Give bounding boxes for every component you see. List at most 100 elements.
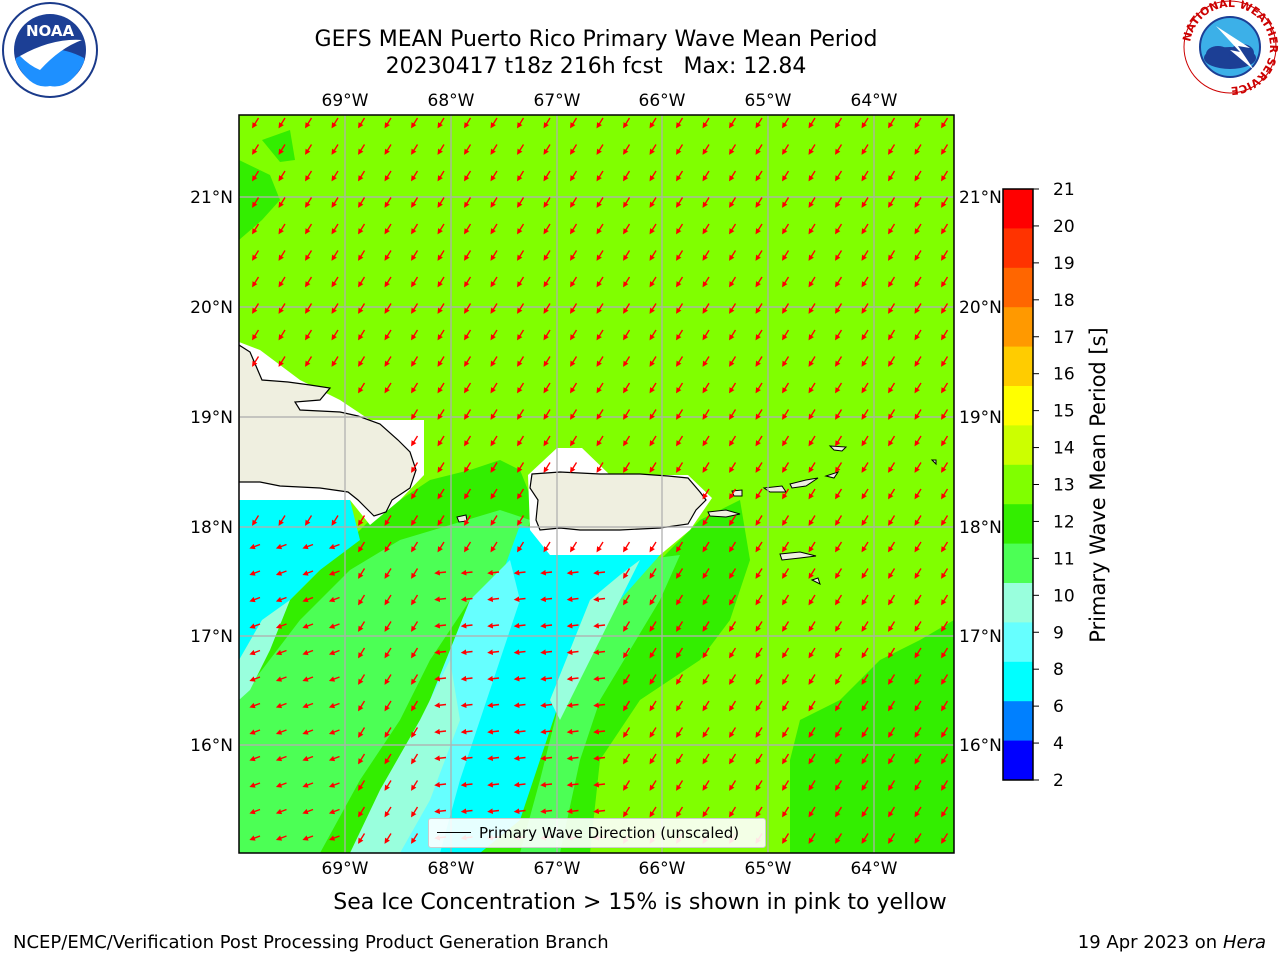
wave-arrow: [540, 622, 553, 629]
wave-arrow: [835, 276, 843, 288]
wave-arrow: [649, 674, 657, 685]
wave-arrow: [729, 117, 737, 129]
lon-label: 66°W: [639, 91, 686, 111]
wave-arrow: [888, 223, 896, 235]
wave-arrow: [835, 833, 843, 844]
wave-arrow: [649, 621, 657, 632]
wave-arrow: [888, 356, 896, 367]
wave-arrow: [358, 117, 366, 129]
wave-arrow: [702, 674, 710, 685]
wave-arrow: [888, 594, 896, 606]
wave-arrow: [411, 568, 419, 579]
wave-arrow: [782, 727, 790, 738]
wave-arrow: [460, 675, 473, 682]
wave-arrow: [861, 276, 869, 288]
small-islet-1: [810, 577, 821, 585]
wave-arrow: [702, 594, 710, 606]
wave-arrow: [249, 623, 261, 629]
wave-arrow: [755, 144, 763, 155]
chart-title: GEFS MEAN Puerto Rico Primary Wave Mean …: [0, 26, 1192, 80]
wave-arrow: [411, 727, 419, 738]
colorbar-tick-label: 15: [1053, 402, 1075, 422]
wave-arrow: [861, 806, 869, 818]
wave-arrow: [358, 276, 366, 288]
wave-arrow: [570, 382, 578, 394]
wave-arrow: [729, 329, 737, 341]
wave-arrow: [358, 621, 366, 632]
wave-arrow: [252, 329, 260, 341]
wave-arrow: [808, 515, 816, 526]
wave-arrow: [623, 435, 631, 447]
wave-arrow: [755, 780, 763, 791]
wave-arrow: [411, 223, 419, 235]
wave-arrow: [941, 515, 949, 526]
wave-arrow: [513, 596, 526, 602]
wave-arrow: [861, 329, 869, 341]
wave-arrow: [543, 435, 551, 447]
colorbar-tick-label: 17: [1053, 328, 1075, 348]
wave-arrow: [808, 594, 816, 606]
wave-arrow: [702, 621, 710, 632]
wave-arrow: [702, 515, 710, 526]
wave-arrow: [808, 197, 816, 208]
wave-arrow: [861, 727, 869, 738]
wave-arrow: [434, 622, 447, 629]
wave-arrow: [302, 543, 314, 550]
wave-arrow: [517, 117, 525, 129]
wave-arrow: [888, 170, 896, 182]
wave-arrow: [782, 303, 790, 314]
wave-arrow: [593, 569, 606, 576]
wave-arrow: [835, 594, 843, 606]
wave-arrow: [596, 197, 604, 208]
wave-arrow: [490, 356, 498, 367]
wave-arrow: [941, 409, 949, 420]
wave-arrow: [566, 569, 579, 576]
wave-arrow: [861, 568, 869, 579]
wave-arrow: [543, 144, 551, 155]
wave-arrow: [517, 409, 525, 420]
wave-arrow: [328, 702, 340, 709]
wave-arrow: [252, 170, 260, 182]
wave-arrow: [623, 568, 631, 579]
wave-arrow: [729, 621, 737, 632]
wave-arrow: [596, 250, 604, 261]
lat-label: 21°N: [190, 188, 233, 208]
wave-arrow: [517, 435, 525, 447]
wave-arrow: [782, 806, 790, 818]
wave-arrow: [888, 488, 896, 500]
wave-arrow: [649, 594, 657, 606]
wave-arrow: [941, 780, 949, 791]
colorbar-tick-label: 18: [1053, 291, 1075, 311]
wave-arrow: [464, 462, 472, 473]
wave-arrow: [513, 649, 526, 655]
wave-arrow: [755, 250, 763, 261]
wave-arrow: [490, 488, 498, 500]
wave-arrow: [411, 621, 419, 632]
wave-arrow: [464, 250, 472, 261]
wave-arrow: [914, 462, 922, 473]
wave-arrow: [331, 117, 339, 129]
wave-arrow: [517, 329, 525, 341]
wave-arrow: [411, 753, 419, 765]
wave-arrow: [835, 700, 843, 712]
wave-arrow: [941, 568, 949, 579]
wave-arrow: [888, 303, 896, 314]
wave-arrow: [517, 382, 525, 394]
wave-arrow: [437, 250, 445, 261]
wave-arrow: [305, 250, 313, 261]
wave-arrow: [861, 303, 869, 314]
colorbar-tick-label: 11: [1053, 549, 1075, 569]
wave-arrow: [755, 223, 763, 235]
wave-arrow: [782, 700, 790, 712]
lat-label: 20°N: [190, 298, 233, 318]
wave-arrow: [570, 329, 578, 341]
wave-arrow: [649, 435, 657, 447]
wave-arrow: [861, 144, 869, 155]
wave-arrow: [649, 409, 657, 420]
wave-arrow: [275, 755, 287, 762]
wave-arrow: [487, 755, 500, 761]
wave-arrow: [835, 303, 843, 314]
wave-arrow: [782, 541, 790, 553]
wave-arrow: [623, 197, 631, 208]
wave-arrow: [490, 250, 498, 261]
